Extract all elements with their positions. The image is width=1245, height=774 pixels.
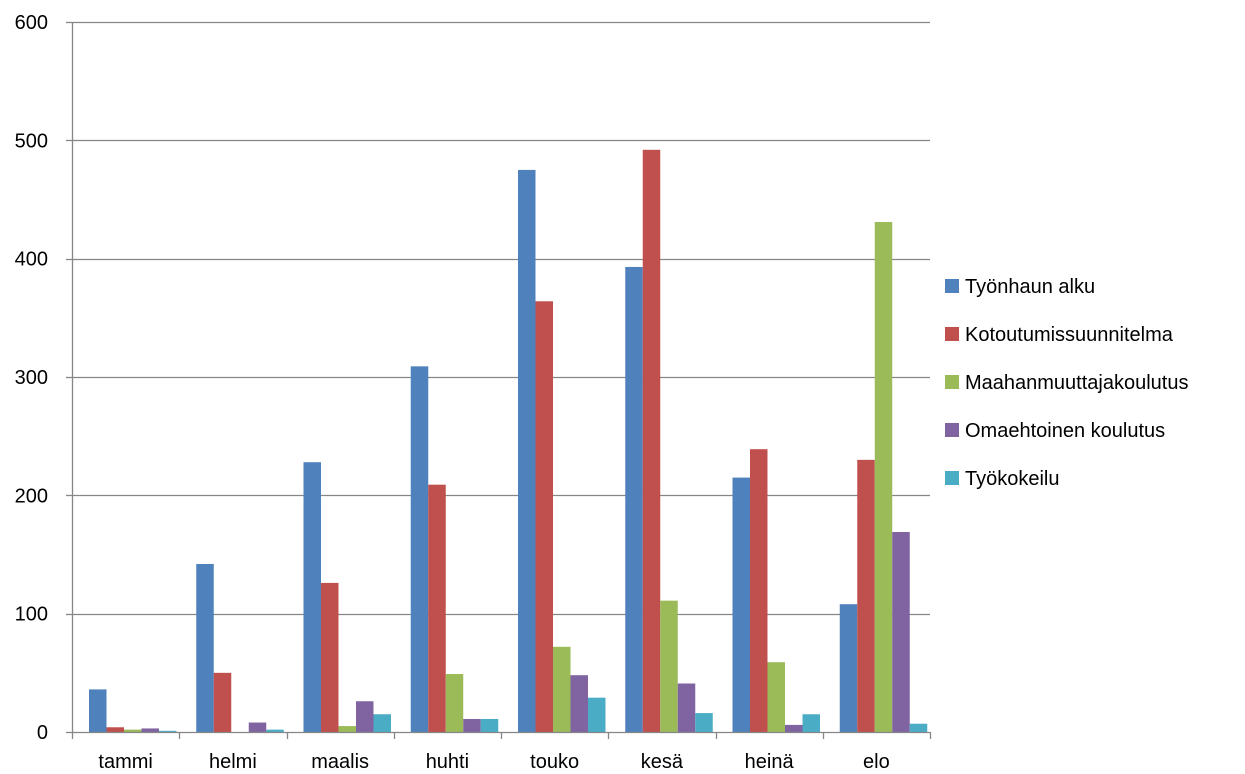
bar [266, 729, 284, 732]
y-tick-label: 300 [15, 367, 48, 389]
legend-label: Maahanmuuttajakoulutus [965, 372, 1188, 394]
gridlines [72, 21, 930, 616]
x-tick-label: maalis [311, 751, 369, 773]
bar [785, 724, 803, 732]
bar [141, 728, 159, 732]
bar [642, 149, 661, 733]
bar [892, 532, 910, 732]
y-tick-labels: 0 100 200 300 400 500 600 [15, 12, 48, 744]
y-tick-label: 400 [15, 249, 48, 271]
bar [303, 462, 321, 732]
bar [625, 266, 643, 732]
bar [124, 729, 142, 732]
bar [874, 221, 893, 732]
x-tick-label: helmi [209, 751, 257, 773]
bar [89, 689, 107, 732]
x-tick-label: touko [530, 751, 579, 773]
bar [588, 697, 606, 732]
x-tick-label: kesä [641, 751, 684, 773]
bar [356, 701, 374, 732]
y-tick-label: 200 [15, 485, 48, 507]
bar [750, 449, 768, 732]
x-tick-labels: tammi helmi maalis huhti touko kesä heinä elo [98, 751, 889, 773]
bars [89, 149, 928, 733]
bar [802, 714, 820, 732]
bar [677, 683, 696, 732]
y-tick-label: 600 [15, 12, 48, 34]
bar [373, 714, 391, 732]
bar [463, 718, 481, 732]
bar [445, 674, 464, 732]
bar [248, 722, 267, 732]
legend-swatch [945, 375, 959, 389]
bar [106, 727, 124, 732]
y-tick-label: 500 [15, 130, 48, 152]
axes [66, 21, 932, 739]
bar [196, 563, 214, 732]
x-tick-label: huhti [426, 751, 469, 773]
legend-label: Työnhaun alku [965, 276, 1095, 298]
bar [570, 675, 588, 732]
legend: Työnhaun alku Kotoutumissuunnitelma Maahan… [945, 276, 1188, 490]
y-tick-label: 0 [37, 722, 48, 744]
legend-swatch [945, 279, 959, 293]
legend-swatch [945, 327, 959, 341]
bar [767, 662, 785, 732]
bar [428, 484, 446, 732]
x-tick-label: elo [863, 751, 890, 773]
bar [159, 730, 177, 732]
legend-swatch [945, 423, 959, 437]
legend-swatch [945, 471, 959, 485]
y-tick-label: 100 [15, 604, 48, 626]
x-tick-label: heinä [745, 751, 795, 773]
bar [909, 723, 928, 732]
bar [695, 713, 713, 732]
bar [338, 726, 356, 732]
bar [480, 718, 499, 732]
legend-label: Omaehtoinen koulutus [965, 420, 1165, 442]
legend-label: Kotoutumissuunnitelma [965, 324, 1174, 346]
bar [732, 477, 750, 732]
bar [535, 301, 553, 732]
legend-label: Työkokeilu [965, 468, 1060, 490]
bar [410, 366, 429, 732]
bar [553, 646, 571, 732]
bar [213, 672, 232, 732]
bar [660, 600, 678, 732]
bar [839, 604, 858, 732]
bar [518, 169, 536, 732]
bar [321, 582, 339, 732]
x-tick-label: tammi [98, 751, 152, 773]
bar [857, 459, 875, 732]
